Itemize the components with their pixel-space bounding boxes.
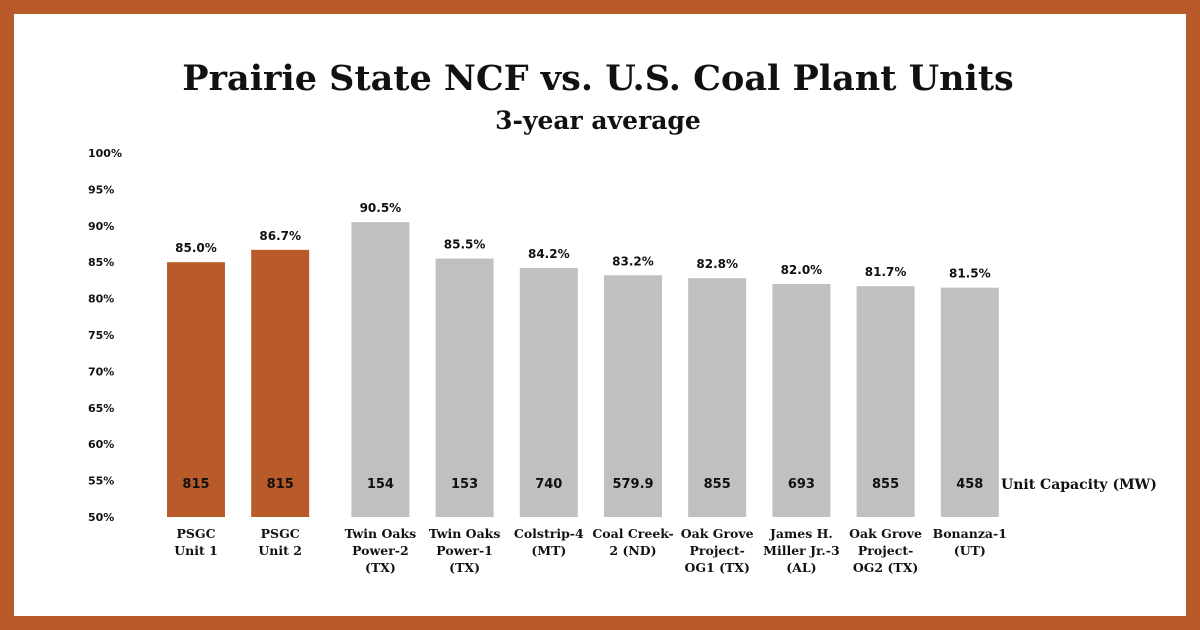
bar-value-label: 90.5% [360, 201, 402, 215]
category-label: Unit 1 [174, 543, 218, 558]
bar-8 [772, 284, 831, 517]
category-label: (AL) [786, 560, 816, 575]
bar-chart: 100% 95% 90% 85% 80% 75% 70% 65% 60% 55% 50% 85.0% 8… [88, 147, 1157, 575]
y-tick-label: 70% [88, 365, 114, 378]
bar-1 [167, 262, 225, 517]
category-label: Bonanza-1 [933, 526, 1007, 541]
y-tick-label: 80% [88, 293, 114, 306]
y-tick-label: 75% [88, 329, 114, 342]
bar-6 [604, 275, 662, 517]
chart-title: Prairie State NCF vs. U.S. Coal Plant Un… [182, 58, 1014, 99]
unit-capacity-label: 153 [451, 477, 478, 492]
category-label: Miller Jr.-3 [763, 543, 840, 558]
bar-4 [435, 258, 494, 517]
bar-value-label: 81.5% [949, 267, 991, 281]
category-label: 2 (ND) [609, 543, 656, 558]
unit-capacity-label: 815 [182, 477, 209, 492]
bar-10 [940, 287, 999, 517]
bar-value-label: 82.8% [696, 257, 738, 271]
unit-capacity-label: 855 [704, 477, 731, 492]
category-label: Oak Grove [681, 526, 754, 541]
unit-capacity-label: 815 [267, 477, 294, 492]
chart-subtitle: 3-year average [495, 106, 701, 135]
category-label: (UT) [954, 543, 986, 558]
category-label: Project- [858, 543, 913, 558]
unit-capacity-label: 579.9 [612, 477, 653, 492]
category-label: James H. [769, 526, 833, 541]
bar-3 [351, 222, 410, 517]
category-label: OG1 (TX) [684, 560, 749, 575]
bar-7 [688, 278, 747, 517]
y-tick-label: 60% [88, 438, 114, 451]
category-label: Coal Creek- [592, 526, 673, 541]
bar-5 [519, 268, 578, 517]
bar-value-label: 81.7% [865, 265, 907, 279]
unit-capacity-axis-label: Unit Capacity (MW) [1001, 477, 1157, 493]
category-label: OG2 (TX) [853, 560, 918, 575]
category-label: PSGC [261, 526, 300, 541]
bar-value-label: 82.0% [781, 263, 823, 277]
category-label: Twin Oaks [429, 526, 501, 541]
y-tick-label: 50% [88, 511, 114, 524]
category-label: Unit 2 [258, 543, 302, 558]
y-tick-label: 90% [88, 220, 114, 233]
y-tick-label: 65% [88, 402, 114, 415]
unit-capacity-label: 740 [535, 477, 562, 492]
y-tick-label: 85% [88, 256, 114, 269]
unit-capacity-label: 458 [956, 477, 983, 492]
unit-capacity-label: 855 [872, 477, 899, 492]
bar-value-label: 85.5% [444, 238, 486, 252]
category-label: Twin Oaks [345, 526, 417, 541]
bar-2 [251, 249, 310, 517]
category-label: Oak Grove [849, 526, 922, 541]
bar-value-label: 83.2% [612, 254, 654, 268]
y-tick-label: 55% [88, 475, 114, 488]
bar-9 [856, 286, 915, 517]
bar-value-label: 85.0% [175, 241, 217, 255]
unit-capacity-label: 154 [367, 477, 394, 492]
category-label: (TX) [449, 560, 480, 575]
y-tick-label: 100% [88, 147, 122, 160]
chart-frame: Prairie State NCF vs. U.S. Coal Plant Un… [14, 14, 1186, 616]
unit-capacity-label: 693 [788, 477, 815, 492]
bar-value-label: 86.7% [259, 229, 301, 243]
y-tick-label: 95% [88, 183, 114, 196]
category-label: Colstrip-4 [514, 526, 584, 541]
category-label: Project- [690, 543, 745, 558]
category-label: Power-2 [352, 543, 409, 558]
category-label: PSGC [176, 526, 215, 541]
category-label: (TX) [365, 560, 396, 575]
category-label: (MT) [531, 543, 566, 558]
category-label: Power-1 [436, 543, 493, 558]
bar-value-label: 84.2% [528, 247, 570, 261]
